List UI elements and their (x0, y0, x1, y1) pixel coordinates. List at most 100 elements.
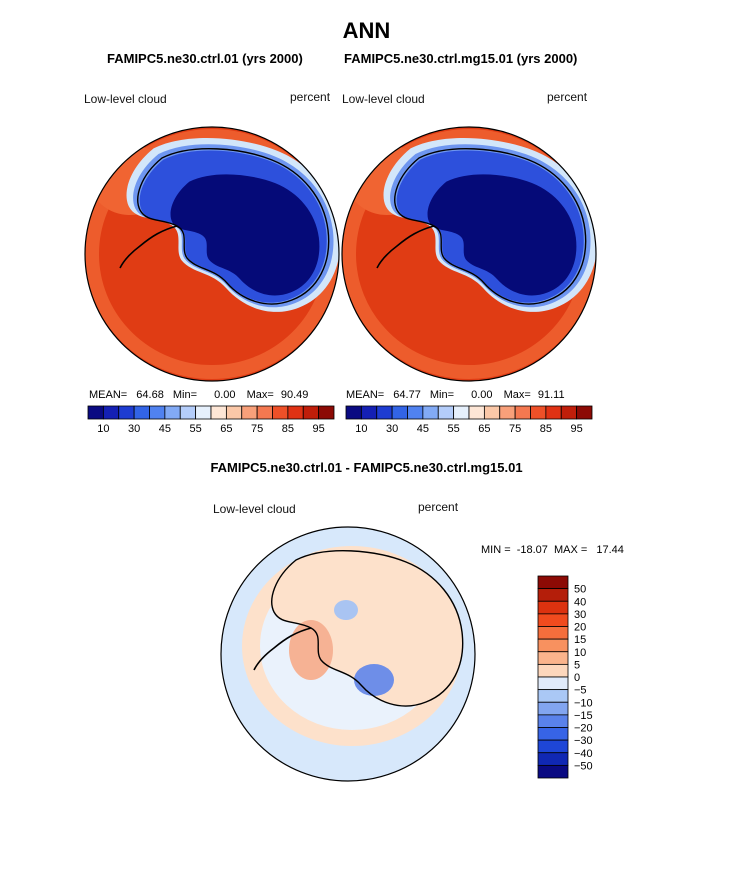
diff-variable-label: Low-level cloud (213, 502, 296, 516)
right-colorbar-swatch-6 (437, 405, 455, 420)
left-colorbar-tick-6: 85 (282, 423, 294, 435)
right-colorbar-swatch-14 (560, 405, 578, 420)
left-colorbar-swatch-13 (287, 405, 304, 420)
diff-colorbar-tick-0: 50 (574, 584, 586, 596)
right-max-label: Max= (503, 389, 531, 401)
left-min-label: Min= (172, 389, 198, 401)
left-colorbar-tick-7: 95 (313, 423, 325, 435)
diff-colorbar-swatch-7 (537, 663, 569, 678)
diff-colorbar-tick-8: −5 (574, 685, 587, 697)
right-max-value: 91.11 (537, 389, 565, 401)
right-colorbar-swatch-8 (468, 405, 485, 420)
diff-colorbar-tick-7: 0 (574, 672, 580, 684)
diff-colorbar-tick-9: −10 (574, 697, 593, 709)
right-colorbar-swatch-3 (391, 405, 408, 420)
diff-colorbar-swatch-10 (537, 701, 569, 716)
diff-colorbar-tick-13: −40 (574, 748, 593, 760)
diff-min-value: -18.07 (516, 544, 548, 556)
diff-colorbar-tick-11: −20 (574, 723, 593, 735)
left-colorbar-swatch-0 (87, 405, 104, 420)
diff-colorbar-swatch-0 (537, 575, 569, 590)
diff-title: FAMIPC5.ne30.ctrl.01 - FAMIPC5.ne30.ctrl… (210, 460, 523, 475)
diff-colorbar-swatch-5 (537, 638, 569, 653)
diff-colorbar-swatch-12 (537, 727, 569, 741)
diff-colorbar-swatch-6 (537, 651, 569, 665)
diff-colorbar-swatch-11 (537, 714, 569, 728)
right-mean-label: MEAN= (346, 389, 385, 401)
diff-colorbar-swatch-14 (537, 752, 569, 766)
diff-colorbar-tick-3: 20 (574, 622, 586, 634)
right-variable-label: Low-level cloud (342, 92, 425, 106)
left-colorbar-swatch-12 (272, 405, 289, 420)
right-colorbar-swatch-10 (499, 405, 516, 420)
diff-colorbar-tick-1: 40 (574, 596, 586, 608)
left-map-border (84, 126, 340, 382)
right-mean-value: 64.77 (393, 389, 421, 401)
right-colorbar-tick-1: 30 (386, 423, 398, 435)
left-min-value: 0.00 (214, 389, 236, 401)
left-colorbar-swatch-4 (149, 405, 166, 420)
diff-colorbar-swatch-2 (537, 600, 569, 615)
right-colorbar-tick-3: 55 (448, 423, 460, 435)
right-colorbar-swatch-15 (576, 405, 593, 420)
left-colorbar-swatch-3 (133, 405, 150, 420)
right-colorbar-swatch-0 (345, 405, 362, 420)
diff-max-value: 17.44 (596, 544, 624, 556)
left-colorbar-tick-3: 55 (190, 423, 202, 435)
right-colorbar-tick-4: 65 (478, 423, 490, 435)
left-units-label: percent (290, 90, 331, 104)
right-colorbar-swatch-2 (376, 405, 393, 420)
left-colorbar-swatch-8 (210, 405, 227, 420)
left-colorbar-swatch-10 (241, 405, 258, 420)
diff-neg-patch (354, 664, 394, 696)
left-colorbar-swatch-1 (102, 405, 120, 420)
right-min-label: Min= (429, 389, 455, 401)
left-max-value: 90.49 (280, 389, 309, 401)
left-colorbar-tick-1: 30 (128, 423, 140, 435)
right-colorbar: 10 30 45 55 65 75 85 95 (345, 405, 593, 435)
left-colorbar-swatch-5 (164, 405, 181, 420)
diff-colorbar-swatch-13 (537, 739, 569, 754)
diff-colorbar-tick-14: −50 (574, 760, 593, 772)
diff-colorbar-swatch-1 (537, 588, 569, 602)
diff-max-label: MAX = (553, 544, 588, 556)
right-colorbar-tick-7: 95 (571, 423, 583, 435)
diff-colorbar-swatch-8 (537, 676, 569, 691)
left-map (84, 126, 340, 382)
right-colorbar-swatch-11 (514, 405, 531, 420)
left-colorbar-swatch-6 (179, 405, 197, 420)
left-stats: MEAN= 64.68 Min= 0.00 Max= 90.49 (89, 389, 308, 401)
right-colorbar-swatch-4 (407, 405, 424, 420)
left-colorbar-swatch-7 (195, 405, 212, 420)
diff-colorbar-swatch-4 (537, 626, 569, 640)
left-colorbar-tick-0: 10 (97, 423, 109, 435)
diff-min-label: MIN = (481, 544, 511, 556)
left-case-title: FAMIPC5.ne30.ctrl.01 (yrs 2000) (107, 51, 303, 66)
right-colorbar-swatch-13 (545, 405, 562, 420)
diff-colorbar-swatch-15 (537, 764, 569, 779)
left-colorbar-swatch-9 (225, 405, 243, 420)
left-colorbar-swatch-14 (302, 405, 320, 420)
left-variable-label: Low-level cloud (84, 92, 167, 106)
diff-colorbar-tick-4: 15 (574, 634, 586, 646)
left-max-label: Max= (246, 389, 274, 401)
diff-units-label: percent (418, 500, 459, 514)
diff-pos-patch (289, 620, 333, 680)
diff-map-border (220, 526, 476, 782)
left-colorbar-swatch-11 (256, 405, 273, 420)
diff-colorbar-tick-2: 30 (574, 609, 586, 621)
left-colorbar-tick-4: 65 (220, 423, 232, 435)
left-mean-label: MEAN= (89, 389, 128, 401)
right-colorbar-tick-5: 75 (509, 423, 521, 435)
diff-colorbar-tick-6: 5 (574, 659, 580, 671)
right-colorbar-swatch-7 (453, 405, 470, 420)
left-colorbar-tick-2: 45 (159, 423, 171, 435)
page-title: ANN (342, 18, 391, 43)
right-map-border (341, 126, 597, 382)
right-colorbar-swatch-1 (360, 405, 378, 420)
right-colorbar-swatch-9 (483, 405, 501, 420)
diff-stats: MIN = -18.07 MAX = 17.44 (481, 544, 624, 556)
diff-colorbar-swatch-3 (537, 613, 569, 627)
